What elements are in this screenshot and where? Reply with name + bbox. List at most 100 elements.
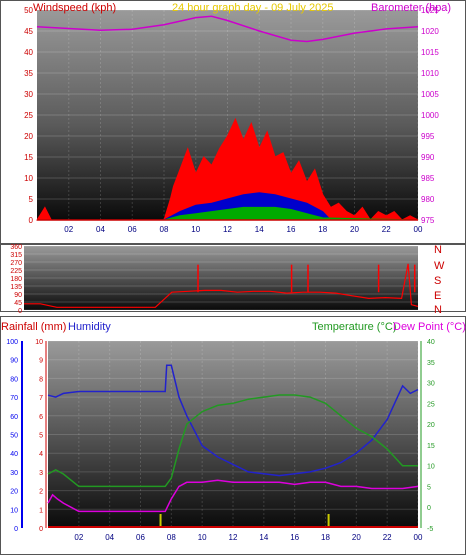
direction-y-tick-label: 135 (10, 284, 22, 291)
wind-x-tick-label: 06 (128, 225, 137, 234)
thermo-x-tick-label: 00 (414, 533, 423, 542)
direction-y-tick-label: 45 (14, 300, 22, 307)
wind-y-tick-label: 50 (24, 6, 33, 15)
direction-y-tick-label: 225 (10, 268, 22, 275)
wind-y-tick-label: 45 (24, 27, 33, 36)
baro-y-tick-label: 1025 (421, 6, 439, 15)
temp-y-tick-label: -5 (427, 526, 433, 533)
direction-y-tick-label: 360 (10, 244, 22, 251)
wind-y-tick-label: 30 (24, 90, 33, 99)
temp-y-tick-label: 20 (427, 422, 435, 429)
baro-y-tick-label: 975 (421, 216, 435, 225)
wind-x-tick-label: 02 (64, 225, 73, 234)
barometer-axis-title: Barometer (hpa) (371, 2, 451, 14)
thermo-x-tick-label: 18 (321, 533, 330, 542)
wind-y-tick-label: 35 (24, 69, 33, 78)
rain-y-tick-label: 10 (35, 339, 43, 346)
humidity-y-tick-label: 100 (6, 339, 18, 346)
rain-y-tick-label: 3 (39, 470, 43, 477)
baro-y-tick-label: 995 (421, 132, 435, 141)
humidity-y-tick-label: 90 (10, 358, 18, 365)
thermo-x-tick-label: 14 (259, 533, 268, 542)
compass-label-w: W (434, 260, 445, 272)
wind-x-tick-label: 12 (223, 225, 232, 234)
baro-y-tick-label: 1000 (421, 111, 439, 120)
series-barometer-line (36, 15, 419, 43)
rainfall-axis-title: Rainfall (mm) (1, 321, 66, 333)
compass-label-s: S (434, 275, 441, 287)
series-temperature-line (47, 394, 418, 488)
rain-y-tick-label: 5 (39, 433, 43, 440)
wind-y-tick-label: 10 (24, 174, 33, 183)
humidity-y-tick-label: 0 (14, 526, 18, 533)
wind-y-tick-label: 40 (24, 48, 33, 57)
series-wind-direction-line (24, 263, 419, 308)
compass-label-n-bottom: N (434, 304, 442, 316)
temperature-axis-title: Temperature (°C) (312, 321, 396, 333)
chart-title: 24 hour graph day - 09 July 2025 (172, 2, 333, 14)
rain-y-tick-label: 9 (39, 358, 43, 365)
wind-x-tick-label: 20 (350, 225, 359, 234)
humidity-y-tick-label: 60 (10, 414, 18, 421)
thermo-x-tick-label: 10 (198, 533, 207, 542)
baro-y-tick-label: 990 (421, 153, 435, 162)
temp-y-tick-label: 40 (427, 339, 435, 346)
wind-y-tick-label: 5 (29, 195, 34, 204)
direction-y-tick-label: 270 (10, 260, 22, 267)
thermo-x-tick-label: 16 (290, 533, 299, 542)
wind-x-tick-label: 04 (96, 225, 105, 234)
humidity-y-tick-label: 80 (10, 376, 18, 383)
wind-y-tick-label: 20 (24, 132, 33, 141)
thermo-x-tick-label: 08 (167, 533, 176, 542)
series-gust-area (36, 117, 419, 221)
temp-y-tick-label: 30 (427, 381, 435, 388)
direction-y-tick-label: 90 (14, 292, 22, 299)
series-speed-area (37, 206, 419, 221)
temp-y-tick-label: 25 (427, 401, 435, 408)
windspeed-axis-title: Windspeed (kph) (33, 2, 116, 14)
wind-x-tick-label: 18 (318, 225, 327, 234)
humidity-y-tick-label: 20 (10, 489, 18, 496)
wind-y-tick-label: 0 (29, 216, 34, 225)
wind-x-tick-label: 10 (191, 225, 200, 234)
thermo-x-tick-label: 02 (74, 533, 83, 542)
series-dew-line (47, 479, 419, 513)
rain-y-tick-label: 6 (39, 414, 43, 421)
compass-label-n-top: N (434, 244, 442, 256)
wind-x-tick-label: 00 (414, 225, 423, 234)
rain-y-tick-label: 8 (39, 376, 43, 383)
humidity-y-tick-label: 70 (10, 395, 18, 402)
humidity-y-tick-label: 30 (10, 470, 18, 477)
thermo-plot-area (48, 341, 418, 528)
series-humidity-line (47, 364, 419, 477)
rain-y-tick-label: 0 (39, 526, 43, 533)
temp-y-tick-label: 10 (427, 464, 435, 471)
rain-y-tick-label: 4 (39, 451, 43, 458)
direction-y-tick-label: 0 (18, 308, 22, 315)
wind-y-tick-label: 15 (24, 153, 33, 162)
thermo-x-tick-label: 06 (136, 533, 145, 542)
direction-y-tick-label: 180 (10, 276, 22, 283)
thermo-x-tick-label: 04 (105, 533, 114, 542)
temp-y-tick-label: 35 (427, 360, 435, 367)
thermo-x-tick-label: 20 (352, 533, 361, 542)
rain-y-tick-label: 7 (39, 395, 43, 402)
humidity-axis-title: Humidity (68, 321, 111, 333)
humidity-y-tick-label: 40 (10, 451, 18, 458)
series-average-area (37, 192, 418, 221)
wind-y-tick-label: 25 (24, 111, 33, 120)
baro-y-tick-label: 1015 (421, 48, 439, 57)
baro-y-tick-label: 1005 (421, 90, 439, 99)
humidity-y-tick-label: 10 (10, 507, 18, 514)
humidity-y-tick-label: 50 (10, 433, 18, 440)
direction-plot-area (24, 246, 418, 310)
axis-labels: 0510152025303540455097598098599099510001… (6, 6, 439, 542)
baro-y-tick-label: 985 (421, 174, 435, 183)
baro-y-tick-label: 1020 (421, 27, 439, 36)
thermo-x-tick-label: 12 (229, 533, 238, 542)
temp-y-tick-label: 5 (427, 484, 431, 491)
compass-label-e: E (434, 290, 441, 302)
rain-y-tick-label: 1 (39, 507, 43, 514)
